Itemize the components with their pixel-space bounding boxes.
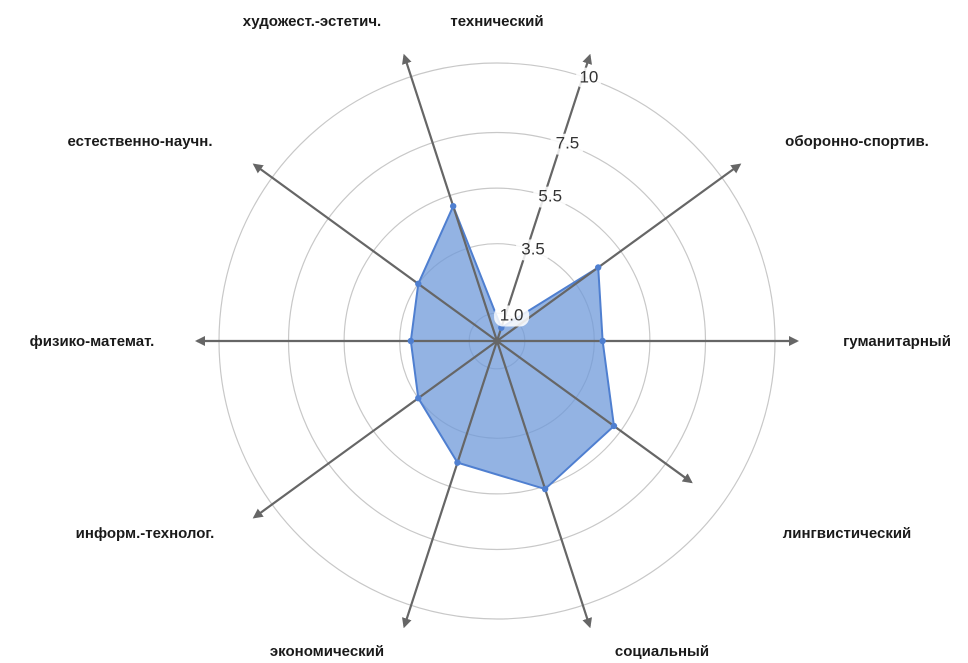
- axis-line: [402, 53, 499, 342]
- tick-label-bg: [515, 239, 551, 261]
- data-area: [409, 203, 616, 491]
- axis-line: [496, 163, 742, 342]
- data-point: [449, 202, 457, 210]
- tick-label: 1.0: [500, 306, 524, 325]
- axis-label: художест.-эстетич.: [243, 13, 381, 30]
- axis-label: технический: [450, 13, 543, 30]
- center-point: [493, 337, 501, 345]
- tick-label: 5.5: [538, 187, 562, 206]
- axis-labels-layer: технический оборонно-спортив. гуманитарный…: [30, 13, 951, 660]
- axis-label: экономический: [270, 643, 384, 660]
- tick-label: 10: [579, 68, 598, 87]
- tick-label-bg: [532, 186, 568, 208]
- axis-line: [402, 340, 499, 629]
- tick-labels-layer: 1.0 3.5 5.5 7.5 10: [494, 67, 602, 327]
- axes-layer: [195, 53, 799, 629]
- data-point: [415, 280, 422, 288]
- axis-line: [496, 340, 693, 484]
- tick-label-bg: [549, 133, 585, 155]
- axis-label: физико-математ.: [30, 333, 155, 350]
- axis-label: гуманитарный: [843, 333, 951, 350]
- data-point: [541, 485, 549, 493]
- data-area-layer: [409, 203, 616, 491]
- axis-label: оборонно-спортив.: [785, 133, 929, 150]
- axis-label: социальный: [615, 643, 709, 660]
- tick-label-bg: [494, 305, 530, 327]
- data-point: [454, 459, 461, 466]
- tick-label-bg: [575, 67, 602, 89]
- axis-line: [495, 340, 592, 629]
- data-point: [610, 422, 618, 430]
- data-point: [599, 337, 606, 345]
- axis-line: [252, 163, 498, 342]
- tick-label: 3.5: [521, 239, 545, 258]
- data-point: [407, 337, 415, 345]
- data-point: [415, 394, 422, 402]
- axis-line: [252, 340, 498, 519]
- axis-label: лингвистический: [783, 525, 912, 542]
- tick-label: 7.5: [556, 134, 580, 153]
- axis-label: информ.-технолог.: [76, 525, 215, 542]
- data-point: [595, 264, 602, 271]
- axis-label: естественно-научн.: [68, 133, 213, 150]
